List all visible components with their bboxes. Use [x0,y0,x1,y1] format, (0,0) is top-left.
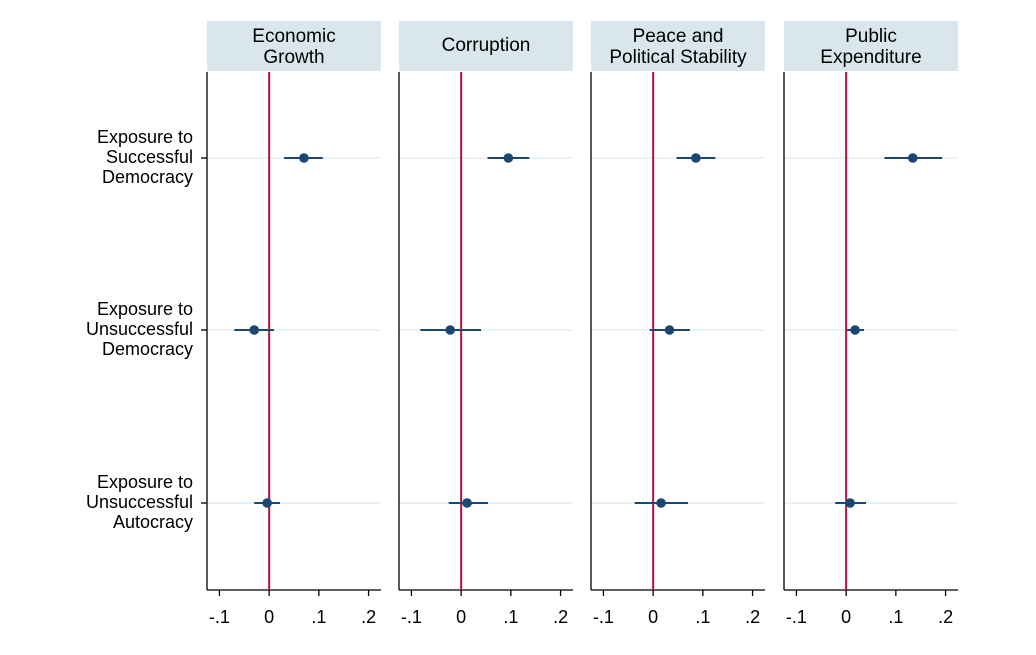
panel-title-strip [207,21,381,71]
x-tick-label: -.1 [401,607,422,627]
y-label-line: Exposure to [97,472,193,492]
point-estimate [907,153,918,163]
y-label-line: Successful [106,147,193,167]
panel-title: Political Stability [609,47,747,68]
y-label-line: Unsuccessful [86,492,193,512]
point-estimate [249,325,260,335]
panel-title: Public [845,26,897,47]
x-tick-label: .2 [553,607,568,627]
x-tick-label: .2 [745,607,760,627]
y-label-line: Unsuccessful [86,319,193,339]
point-estimate [691,153,701,163]
y-label-line: Exposure to [97,127,193,147]
point-estimate [850,325,860,335]
panel-title-strip [399,21,573,71]
x-tick-label: -.1 [209,607,230,627]
x-tick-label: 0 [456,607,466,627]
panel-title: Expenditure [820,47,921,68]
point-estimate [445,325,456,335]
x-tick-label: 0 [648,607,658,627]
point-estimate [503,153,514,163]
x-tick-label: -.1 [593,607,614,627]
y-label-line: Autocracy [113,512,193,532]
y-label-line: Democracy [102,339,193,359]
x-tick-label: .1 [311,607,326,627]
x-tick-label: .2 [361,607,376,627]
point-estimate [299,153,309,163]
x-tick-label: .1 [695,607,710,627]
point-estimate [656,498,666,508]
panel-title: Economic [252,26,335,47]
point-estimate [664,325,675,335]
panel-title: Corruption [442,35,531,56]
x-tick-label: -.1 [786,607,807,627]
panel-title-strip [591,21,765,71]
point-estimate [462,498,472,508]
x-tick-label: .2 [938,607,953,627]
x-tick-label: 0 [841,607,851,627]
x-tick-label: 0 [264,607,274,627]
y-label-line: Democracy [102,167,193,187]
y-label-line: Exposure to [97,299,193,319]
panel-title: Growth [263,47,324,68]
panel-2: Corruption -.1 0 .1 .2 [398,21,573,627]
panel-title: Peace and [633,26,724,47]
x-tick-label: .1 [503,607,518,627]
point-estimate [845,498,855,508]
point-estimate [262,498,272,508]
panel-title-strip [784,21,958,71]
x-tick-label: .1 [888,607,903,627]
